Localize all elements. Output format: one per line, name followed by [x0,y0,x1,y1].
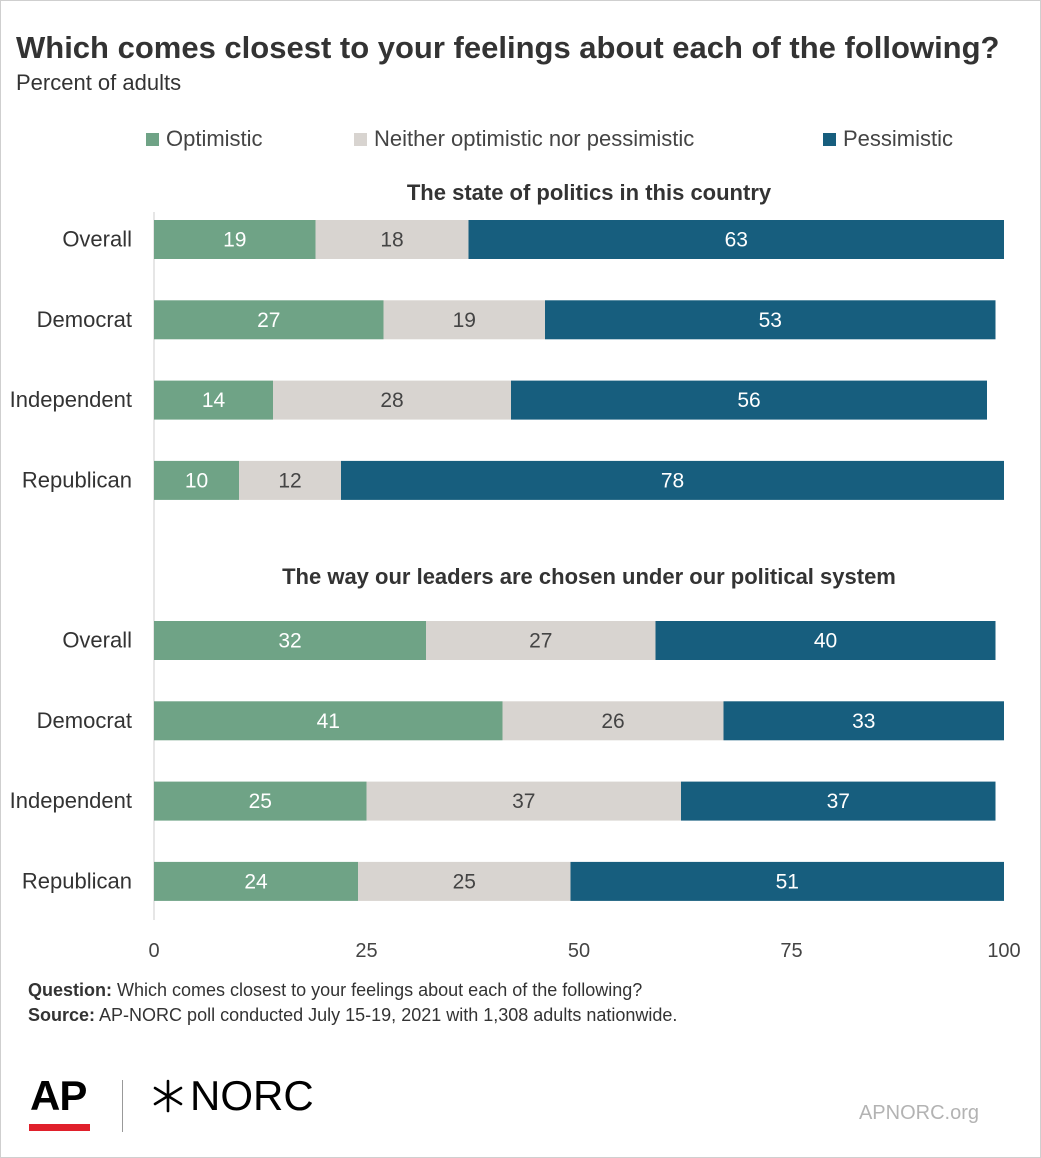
bar-optimistic-overall [154,621,426,660]
norc-star-icon [153,1079,183,1113]
stacked-bar-chart: The state of politics in this country Ove… [10,180,1021,962]
data-label-neither-republican: 12 [278,469,301,492]
data-label-optimistic-democrat: 27 [257,309,280,332]
data-label-pessimistic-democrat: 53 [759,309,782,332]
data-label-neither-overall: 18 [380,229,403,252]
question-label: Question: [28,980,112,1000]
data-label-optimistic-independent: 25 [249,790,272,813]
data-label-neither-independent: 37 [512,790,535,813]
legend-label-pessimistic: Pessimistic [843,126,954,151]
bar-optimistic-overall [154,220,316,259]
bar-neither-independent [366,781,681,821]
chart-subtitle: Percent of adults [16,70,182,95]
bar-neither-republican [239,460,341,500]
row-label-independent: Independent [10,387,132,412]
data-label-pessimistic-overall: 40 [814,630,837,653]
bar-neither-democrat [502,701,724,741]
footer-source: Source: AP-NORC poll conducted July 15-1… [28,1005,677,1026]
data-label-optimistic-overall: 19 [223,229,246,252]
legend-swatch-pessimistic [823,132,836,146]
data-label-pessimistic-independent: 37 [827,790,850,813]
bar-neither-democrat [383,300,545,340]
group-title-2: The way our leaders are chosen under our… [282,564,896,589]
bar-pessimistic-republican [570,861,1004,901]
row-label-independent: Independent [10,788,132,813]
norc-logo-text: NORC [190,1072,314,1119]
data-label-optimistic-overall: 32 [278,630,301,653]
question-text: Which comes closest to your feelings abo… [117,980,643,1000]
ap-logo: AP [30,1072,87,1119]
data-label-optimistic-democrat: 41 [317,710,340,733]
legend-item-optimistic: Optimistic [146,126,263,152]
legend-swatch-optimistic [146,132,159,146]
row-label-overall: Overall [62,227,132,252]
bar-optimistic-independent [154,781,367,821]
data-label-optimistic-republican: 24 [244,870,268,893]
logo-divider [122,1080,123,1132]
x-tick-label-25: 25 [355,940,377,962]
source-text: AP-NORC poll conducted July 15-19, 2021 … [99,1005,678,1025]
site-url: APNORC.org [858,1102,979,1124]
data-label-pessimistic-democrat: 33 [852,710,875,733]
data-label-neither-overall: 27 [529,630,552,653]
row-label-democrat: Democrat [37,307,132,332]
data-label-pessimistic-independent: 56 [737,389,760,412]
data-label-optimistic-republican: 10 [185,469,208,492]
bar-neither-overall [315,220,469,259]
x-tick-label-50: 50 [568,940,590,962]
legend-item-neither: Neither optimistic nor pessimistic [354,126,694,152]
row-label-republican: Republican [22,467,132,492]
x-tick-label-75: 75 [780,940,802,962]
bar-pessimistic-independent [681,781,996,821]
data-label-pessimistic-overall: 63 [725,229,748,252]
bar-pessimistic-independent [511,380,987,420]
bar-optimistic-democrat [154,300,384,340]
row-label-republican: Republican [22,868,132,893]
bar-optimistic-republican [154,861,358,901]
data-label-neither-republican: 25 [453,870,476,893]
legend-item-pessimistic: Pessimistic [823,126,953,152]
bar-neither-independent [273,380,511,420]
chart-title: Which comes closest to your feelings abo… [16,30,1000,65]
bar-pessimistic-overall [655,621,996,660]
bar-optimistic-republican [154,460,239,500]
norc-logo: NORC [150,1072,314,1120]
legend-label-neither: Neither optimistic nor pessimistic [374,126,695,151]
data-label-pessimistic-republican: 51 [776,870,799,893]
data-label-neither-democrat: 26 [601,710,624,733]
legend-swatch-neither [354,132,367,146]
bar-optimistic-independent [154,380,273,420]
bar-pessimistic-democrat [723,701,1004,741]
bar-pessimistic-overall [468,220,1004,259]
bar-neither-republican [358,861,571,901]
row-label-democrat: Democrat [37,708,132,733]
bar-neither-overall [426,621,656,660]
x-tick-label-0: 0 [148,940,159,962]
bar-optimistic-democrat [154,701,503,741]
data-label-optimistic-independent: 14 [202,389,226,412]
data-label-neither-independent: 28 [380,389,403,412]
source-label: Source: [28,1005,96,1025]
data-label-pessimistic-republican: 78 [661,469,684,492]
x-tick-label-100: 100 [987,940,1020,962]
bar-pessimistic-democrat [545,300,996,340]
row-label-overall: Overall [62,628,132,653]
footer-question: Question: Which comes closest to your fe… [28,980,642,1001]
bar-pessimistic-republican [341,460,1004,500]
group-title-1: The state of politics in this country [407,180,772,205]
legend-label-optimistic: Optimistic [166,126,263,151]
ap-logo-underline [29,1124,90,1131]
data-label-neither-democrat: 19 [453,309,476,332]
